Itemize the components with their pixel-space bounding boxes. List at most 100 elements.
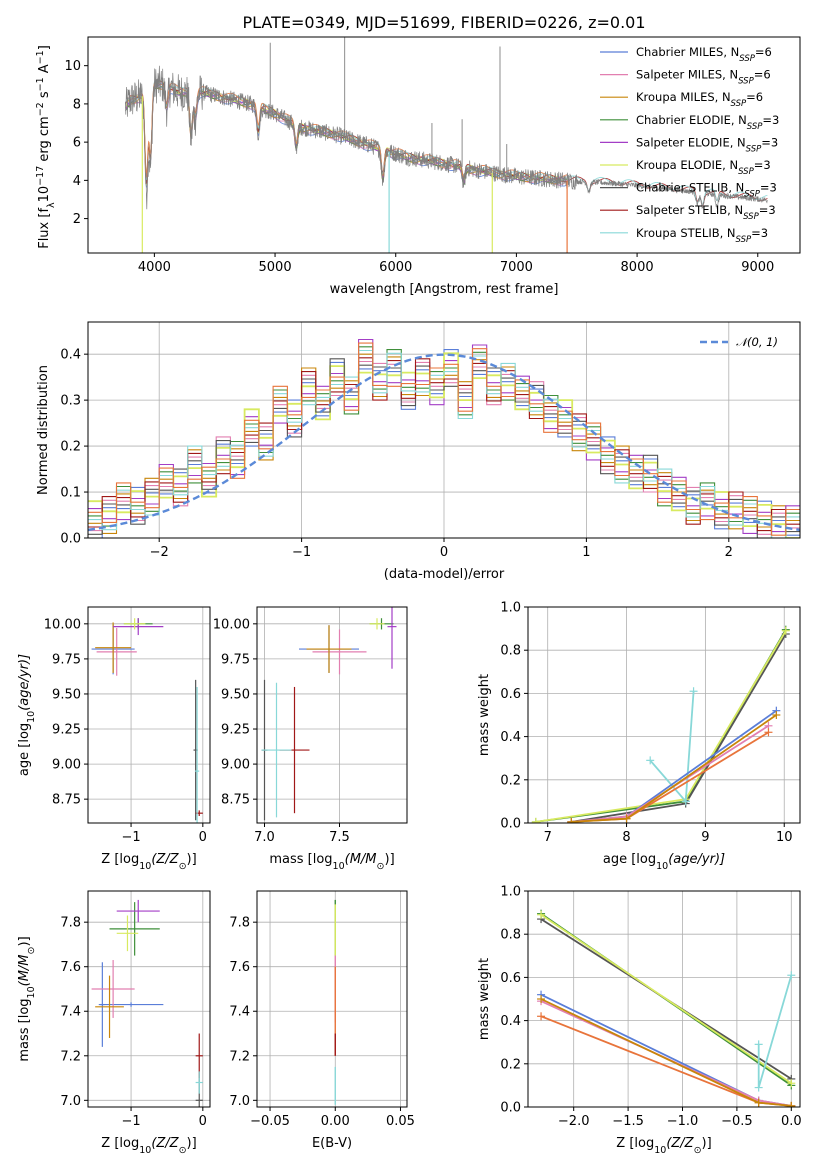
legend-entry: Salpeter MILES, NSSP=6 (636, 68, 771, 87)
mass-weight-line (757, 974, 793, 1088)
y-tick-label: 0.2 (500, 773, 521, 788)
x-tick-label: 5000 (259, 260, 292, 275)
label-part: ⊙ (26, 947, 37, 955)
legend-tail: =3 (760, 181, 777, 195)
label-part: )] (187, 852, 197, 867)
axes-frame (256, 606, 408, 824)
mass-weight-line (540, 914, 792, 1084)
label-part: )] (187, 1136, 197, 1151)
y-tick-label: 0.4 (60, 348, 81, 363)
legend-tail: =3 (762, 113, 779, 127)
legend-entry: Kroupa MILES, NSSP=6 (636, 90, 763, 109)
y-tick-label: 7.0 (229, 1094, 250, 1109)
y-tick-label: 9.50 (221, 687, 250, 702)
x-tick-label: −1.5 (612, 1114, 644, 1129)
legend-tail: =6 (746, 90, 763, 104)
plot-area (261, 607, 397, 821)
legend-label: Kroupa STELIB, N (636, 226, 736, 240)
label-part: ⊙ (179, 861, 187, 872)
legend-tail: =3 (754, 158, 771, 172)
y-axis-label: Flux [fλ10−17 erg cm−2 s−1 A−1] (35, 45, 57, 249)
legend-entry: Chabrier ELODIE, NSSP=3 (636, 113, 779, 132)
x-tick-label: −2 (150, 545, 169, 560)
mass-weight-line (540, 1015, 792, 1107)
y-tick-label: 7.8 (60, 916, 81, 931)
label-part: Z [log (101, 1136, 139, 1151)
y-tick-label: 10.00 (213, 617, 250, 632)
label-part: 10 (139, 1145, 151, 1156)
residual-histogram-step (88, 358, 800, 538)
residual-histogram-step (88, 342, 800, 536)
axes-frame (87, 606, 211, 824)
x-tick-label: 10 (776, 830, 793, 845)
y-tick-label: 0.4 (500, 730, 521, 745)
plot-area (537, 909, 796, 1107)
label-part: ⊙ (377, 861, 385, 872)
label-part: −2 (35, 102, 46, 116)
label-part: (Z/Z (151, 852, 179, 867)
x-tick-label: 0 (199, 830, 207, 845)
label-part: ⊙ (694, 1145, 702, 1156)
legend-tail: =3 (751, 226, 768, 240)
y-tick-label: 8.75 (52, 793, 81, 808)
y-tick-label: 7.6 (60, 960, 81, 975)
y-tick-label: 4 (73, 174, 81, 189)
label-part: −17 (35, 166, 46, 186)
y-tick-label: 9.00 (52, 758, 81, 773)
x-tick-label: 0.00 (321, 1114, 350, 1129)
residual-histogram-step (88, 349, 800, 538)
x-axis-label: age [log10(age/yr)] (603, 852, 725, 872)
y-axis-label: Normed distribution (36, 365, 51, 495)
x-tick-label: 9000 (741, 260, 774, 275)
y-tick-label: 0.0 (500, 817, 521, 832)
y-tick-label: 2 (73, 212, 81, 227)
legend-entry: Chabrier STELIB, NSSP=3 (636, 181, 777, 200)
y-tick-label: 7.0 (60, 1094, 81, 1109)
legend-tail: =3 (759, 203, 776, 217)
y-tick-label: 1.0 (500, 601, 521, 616)
y-axis-label: mass [log10(M/M⊙)] (17, 936, 37, 1061)
y-tick-label: 0.8 (500, 928, 521, 943)
legend-sub: SSP (731, 99, 747, 109)
legend-entry: Salpeter STELIB, NSSP=3 (636, 203, 776, 222)
y-tick-label: 7.2 (60, 1049, 81, 1064)
label-part: (Z/Z (666, 1136, 694, 1151)
x-tick-label: 0 (199, 1114, 207, 1129)
legend-label: Kroupa ELODIE, N (636, 158, 738, 172)
mass-vs-metallicity-panel: −1 07.07.27.47.67.8Z [log10(Z/Z⊙)]mass [l… (17, 890, 211, 1156)
mass-weight-line (540, 998, 792, 1107)
y-axis-label: age [log10(age/yr)] (17, 654, 37, 776)
x-axis-label: Z [log10(Z/Z⊙)] (616, 1136, 711, 1156)
plot-area (124, 37, 768, 253)
label-part: )] (702, 1136, 712, 1151)
label-part: mass [log (17, 998, 32, 1061)
y-tick-label: 7.8 (229, 916, 250, 931)
residuals-panel: −2 −1 0 1 2 0.0 0.1 0.2 0.3 0.4 (data-model)/error… (36, 321, 801, 582)
axes-frame (87, 890, 211, 1108)
label-part: A (37, 64, 52, 77)
y-tick-label: 0.6 (500, 687, 521, 702)
legend-tail: =6 (755, 45, 772, 59)
x-tick-label: 7.0 (254, 830, 275, 845)
legend-label: Salpeter MILES, N (636, 68, 738, 82)
legend-label: Chabrier ELODIE, N (636, 113, 747, 127)
residual-histogram-step (88, 357, 800, 532)
x-tick-label: 0.05 (386, 1114, 415, 1129)
y-tick-label: 8 (73, 97, 81, 112)
x-tick-label: −0.5 (721, 1114, 753, 1129)
x-tick-label: 2 (725, 545, 733, 560)
y-tick-label: 9.50 (52, 687, 81, 702)
y-tick-label: 0.3 (60, 394, 81, 409)
x-axis-label: wavelength [Angstrom, rest frame] (330, 282, 559, 297)
x-axis-label: (data-model)/error (384, 567, 505, 582)
label-part: 10 (139, 861, 151, 872)
label-part: λ (46, 202, 57, 208)
label-part: erg cm (37, 116, 52, 165)
legend-label: Chabrier MILES, N (636, 45, 739, 59)
x-tick-label: 7.5 (329, 830, 350, 845)
label-part: Flux [f (37, 208, 52, 249)
x-tick-label: 4000 (138, 260, 171, 275)
label-part: −1 (35, 77, 46, 91)
